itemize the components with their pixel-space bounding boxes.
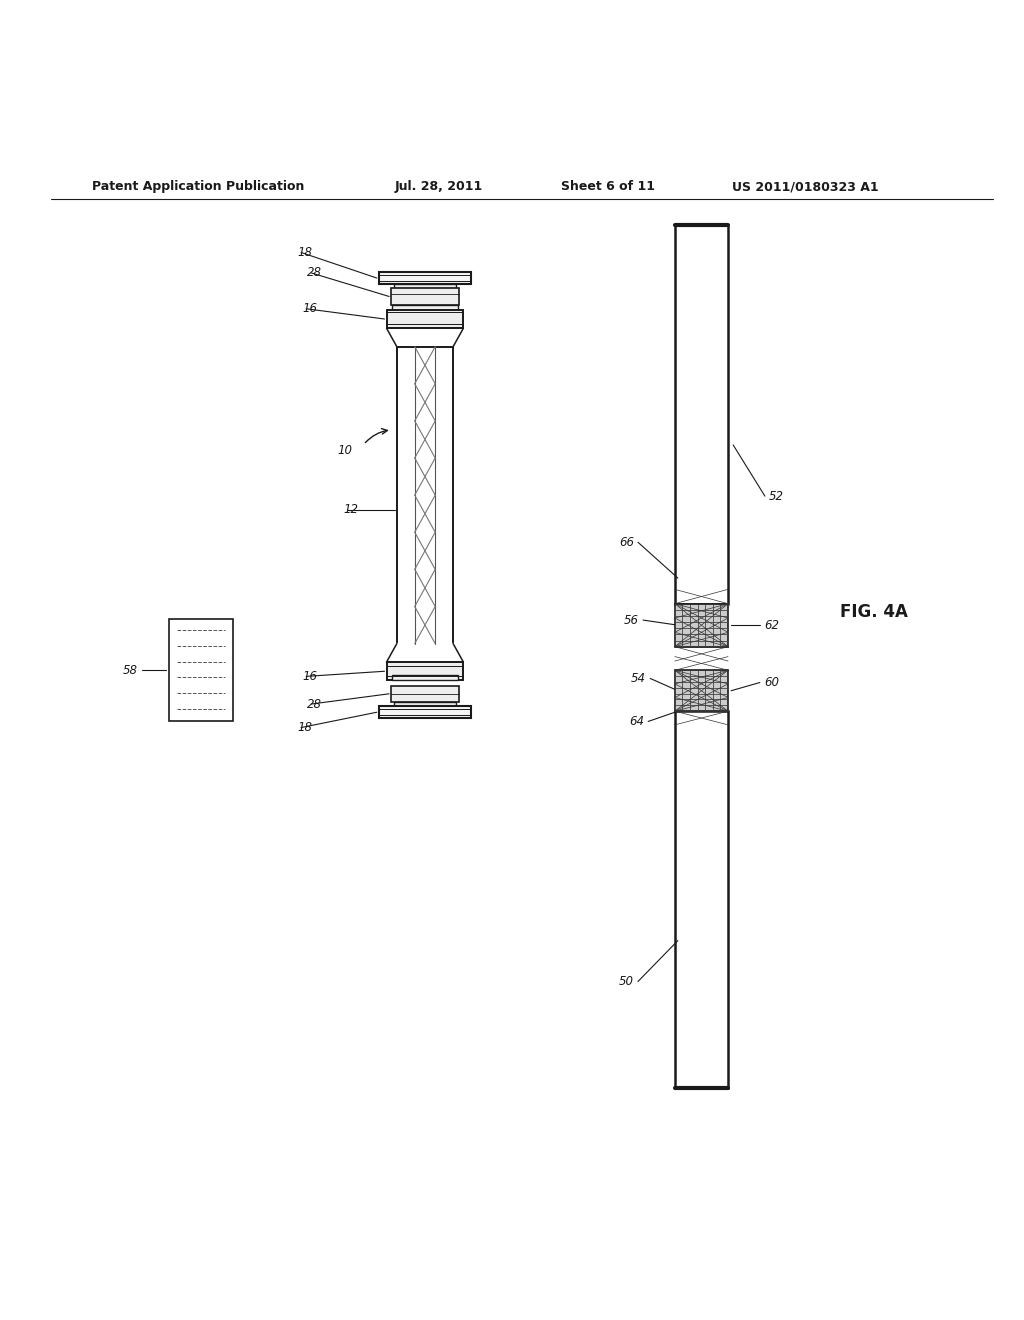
Text: 10: 10 — [338, 444, 353, 457]
Text: 12: 12 — [343, 503, 358, 516]
Text: 56: 56 — [624, 614, 639, 627]
Bar — [392, 676, 458, 681]
Text: 62: 62 — [764, 619, 779, 632]
Bar — [387, 663, 463, 681]
Text: 28: 28 — [307, 697, 323, 710]
Bar — [675, 711, 728, 1088]
Bar — [379, 706, 471, 718]
Text: 52: 52 — [769, 490, 784, 503]
Bar — [675, 224, 728, 603]
Text: Sheet 6 of 11: Sheet 6 of 11 — [561, 181, 655, 194]
Bar — [675, 603, 728, 647]
Text: 18: 18 — [297, 246, 312, 259]
Text: Jul. 28, 2011: Jul. 28, 2011 — [394, 181, 482, 194]
Text: 28: 28 — [307, 267, 323, 280]
Text: 16: 16 — [302, 669, 317, 682]
Bar — [394, 284, 456, 288]
Bar — [675, 671, 728, 711]
Bar — [169, 619, 233, 722]
Bar — [396, 347, 453, 644]
Bar — [379, 272, 471, 284]
Text: 60: 60 — [764, 676, 779, 689]
Polygon shape — [387, 329, 463, 347]
Bar — [387, 310, 463, 329]
Text: FIG. 4A: FIG. 4A — [840, 603, 907, 620]
Bar — [391, 685, 459, 702]
Bar — [392, 305, 458, 310]
Text: US 2011/0180323 A1: US 2011/0180323 A1 — [732, 181, 879, 194]
Text: Patent Application Publication: Patent Application Publication — [92, 181, 304, 194]
Text: 16: 16 — [302, 302, 317, 315]
Text: 58: 58 — [123, 664, 138, 677]
Polygon shape — [387, 644, 463, 663]
Text: 66: 66 — [618, 536, 634, 549]
Text: 54: 54 — [631, 672, 646, 685]
Text: 64: 64 — [629, 715, 644, 727]
Bar — [394, 702, 456, 706]
Bar — [391, 288, 459, 305]
Text: 50: 50 — [618, 975, 634, 989]
Text: 18: 18 — [297, 721, 312, 734]
